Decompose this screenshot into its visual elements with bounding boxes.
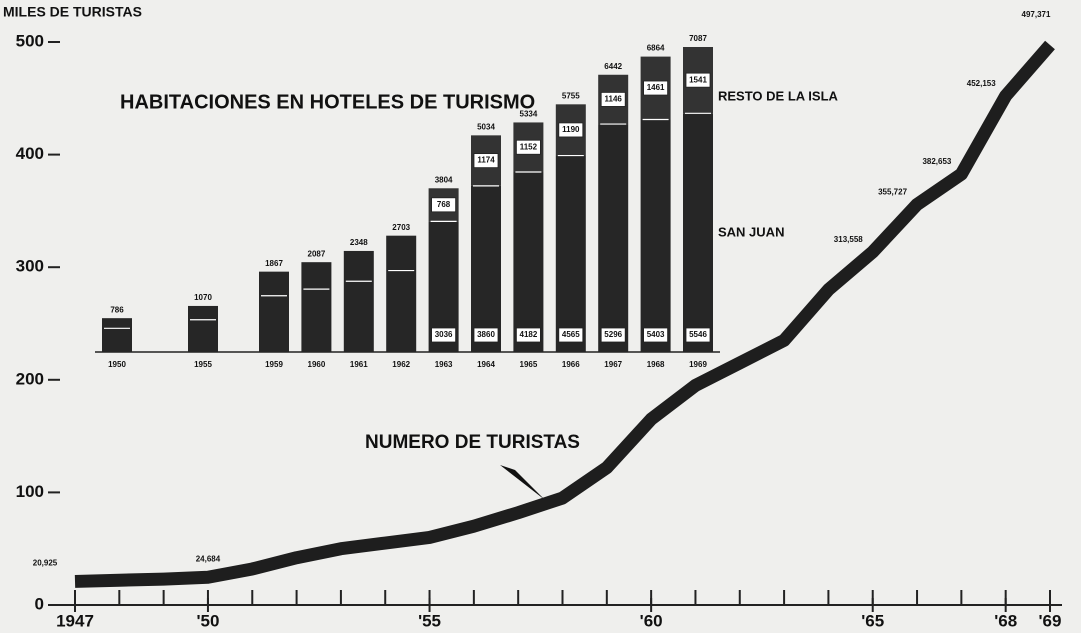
bar [188, 305, 218, 352]
data-line [74, 40, 1055, 588]
total-label: 6442 [604, 62, 622, 71]
total-label: 3804 [435, 175, 453, 184]
x-tick-label: '69 [1039, 611, 1062, 630]
bar-segment [471, 185, 501, 352]
segment-label-box [558, 327, 584, 343]
segment-label: 5403 [647, 330, 665, 339]
total-label: 1070 [194, 293, 212, 302]
segment-label-box [431, 327, 457, 343]
segment-label-box [643, 80, 668, 96]
total-label: 2703 [392, 223, 410, 232]
x-tick-label: 1960 [308, 360, 326, 369]
segment-label: 1461 [647, 83, 665, 92]
segment-label-box [473, 153, 499, 169]
x-tick-label: 1955 [194, 360, 212, 369]
bar-segment [555, 155, 586, 352]
segment-label: 4565 [562, 330, 580, 339]
bar [102, 318, 132, 352]
inset-title: HABITACIONES EN HOTELES DE TURISMO [120, 91, 535, 113]
segment-label: 1541 [689, 75, 707, 84]
total-label: 2348 [350, 238, 368, 247]
segment-label: 3036 [435, 330, 453, 339]
data-label: 20,925 [33, 559, 58, 568]
x-tick-label: 1966 [562, 360, 580, 369]
segment-label-box [431, 197, 457, 213]
total-label: 2087 [308, 249, 326, 258]
segment-label-box [473, 327, 499, 343]
bar [259, 271, 289, 352]
segment-label: 1190 [562, 125, 580, 134]
x-tick-label: 1959 [265, 360, 283, 369]
x-tick-label: 1967 [604, 360, 622, 369]
data-label: 382,653 [922, 157, 951, 166]
segment-label-box [600, 92, 626, 107]
bar [343, 250, 374, 352]
x-tick-label: '55 [418, 611, 441, 630]
x-tick-label: '50 [196, 611, 219, 630]
bar [301, 262, 332, 352]
y-tick-label: 400 [16, 144, 44, 163]
x-tick-label: 1965 [520, 360, 538, 369]
segment-label: 5546 [689, 330, 707, 339]
bar-segment [513, 172, 544, 352]
segment-label-box [558, 122, 584, 138]
bar-segment [640, 119, 671, 352]
total-label: 5034 [477, 122, 495, 131]
data-label: 24,684 [196, 554, 221, 563]
segment-label: 1174 [477, 156, 495, 165]
y-tick-label: 300 [16, 257, 44, 276]
data-label: 497,371 [1022, 10, 1051, 19]
x-tick-label: 1962 [392, 360, 410, 369]
annotation-pointer [500, 465, 545, 500]
segment-label-box [516, 139, 541, 155]
y-tick-label: 0 [35, 594, 44, 613]
data-label: 452,153 [967, 79, 996, 88]
annotation: NUMERO DE TURISTAS [365, 432, 580, 453]
bar [386, 235, 417, 352]
data-label: 313,558 [834, 235, 863, 244]
y-axis-title: MILES DE TURISTAS [3, 4, 142, 20]
segment-label: 768 [437, 200, 451, 209]
y-tick-label: 100 [16, 482, 44, 501]
x-tick-label: 1947 [56, 611, 94, 630]
x-tick-label: 1963 [435, 360, 453, 369]
y-tick-label: 200 [16, 369, 44, 388]
segment-label: 1152 [520, 142, 538, 151]
x-tick-label: 1969 [689, 360, 707, 369]
x-tick-label: 1968 [647, 360, 665, 369]
segment-label: 4182 [520, 330, 538, 339]
x-tick-label: '65 [861, 611, 884, 630]
legend-label: RESTO DE LA ISLA [718, 88, 839, 103]
segment-label: 3860 [477, 330, 495, 339]
bar-segment [598, 124, 629, 352]
total-label: 7087 [689, 34, 707, 43]
x-tick-label: '68 [994, 611, 1017, 630]
segment-label: 5296 [604, 330, 622, 339]
segment-label-box [516, 327, 541, 343]
x-tick-label: '60 [640, 611, 663, 630]
y-tick-label: 500 [16, 31, 44, 50]
total-label: 786 [110, 305, 124, 314]
total-label: 5334 [520, 110, 538, 119]
x-tick-label: 1961 [350, 360, 368, 369]
segment-label-box [685, 72, 711, 88]
data-label: 355,727 [878, 188, 907, 197]
segment-label-box [685, 327, 711, 343]
segment-label: 1146 [605, 95, 623, 104]
total-label: 5755 [562, 91, 580, 100]
segment-label-box [600, 327, 626, 343]
legend-label: SAN JUAN [718, 224, 784, 239]
total-label: 1867 [265, 259, 283, 268]
x-tick-label: 1950 [108, 360, 126, 369]
segment-label-box [643, 327, 668, 343]
total-label: 6864 [647, 44, 665, 53]
x-tick-label: 1964 [477, 360, 495, 369]
bar-segment [683, 113, 713, 352]
